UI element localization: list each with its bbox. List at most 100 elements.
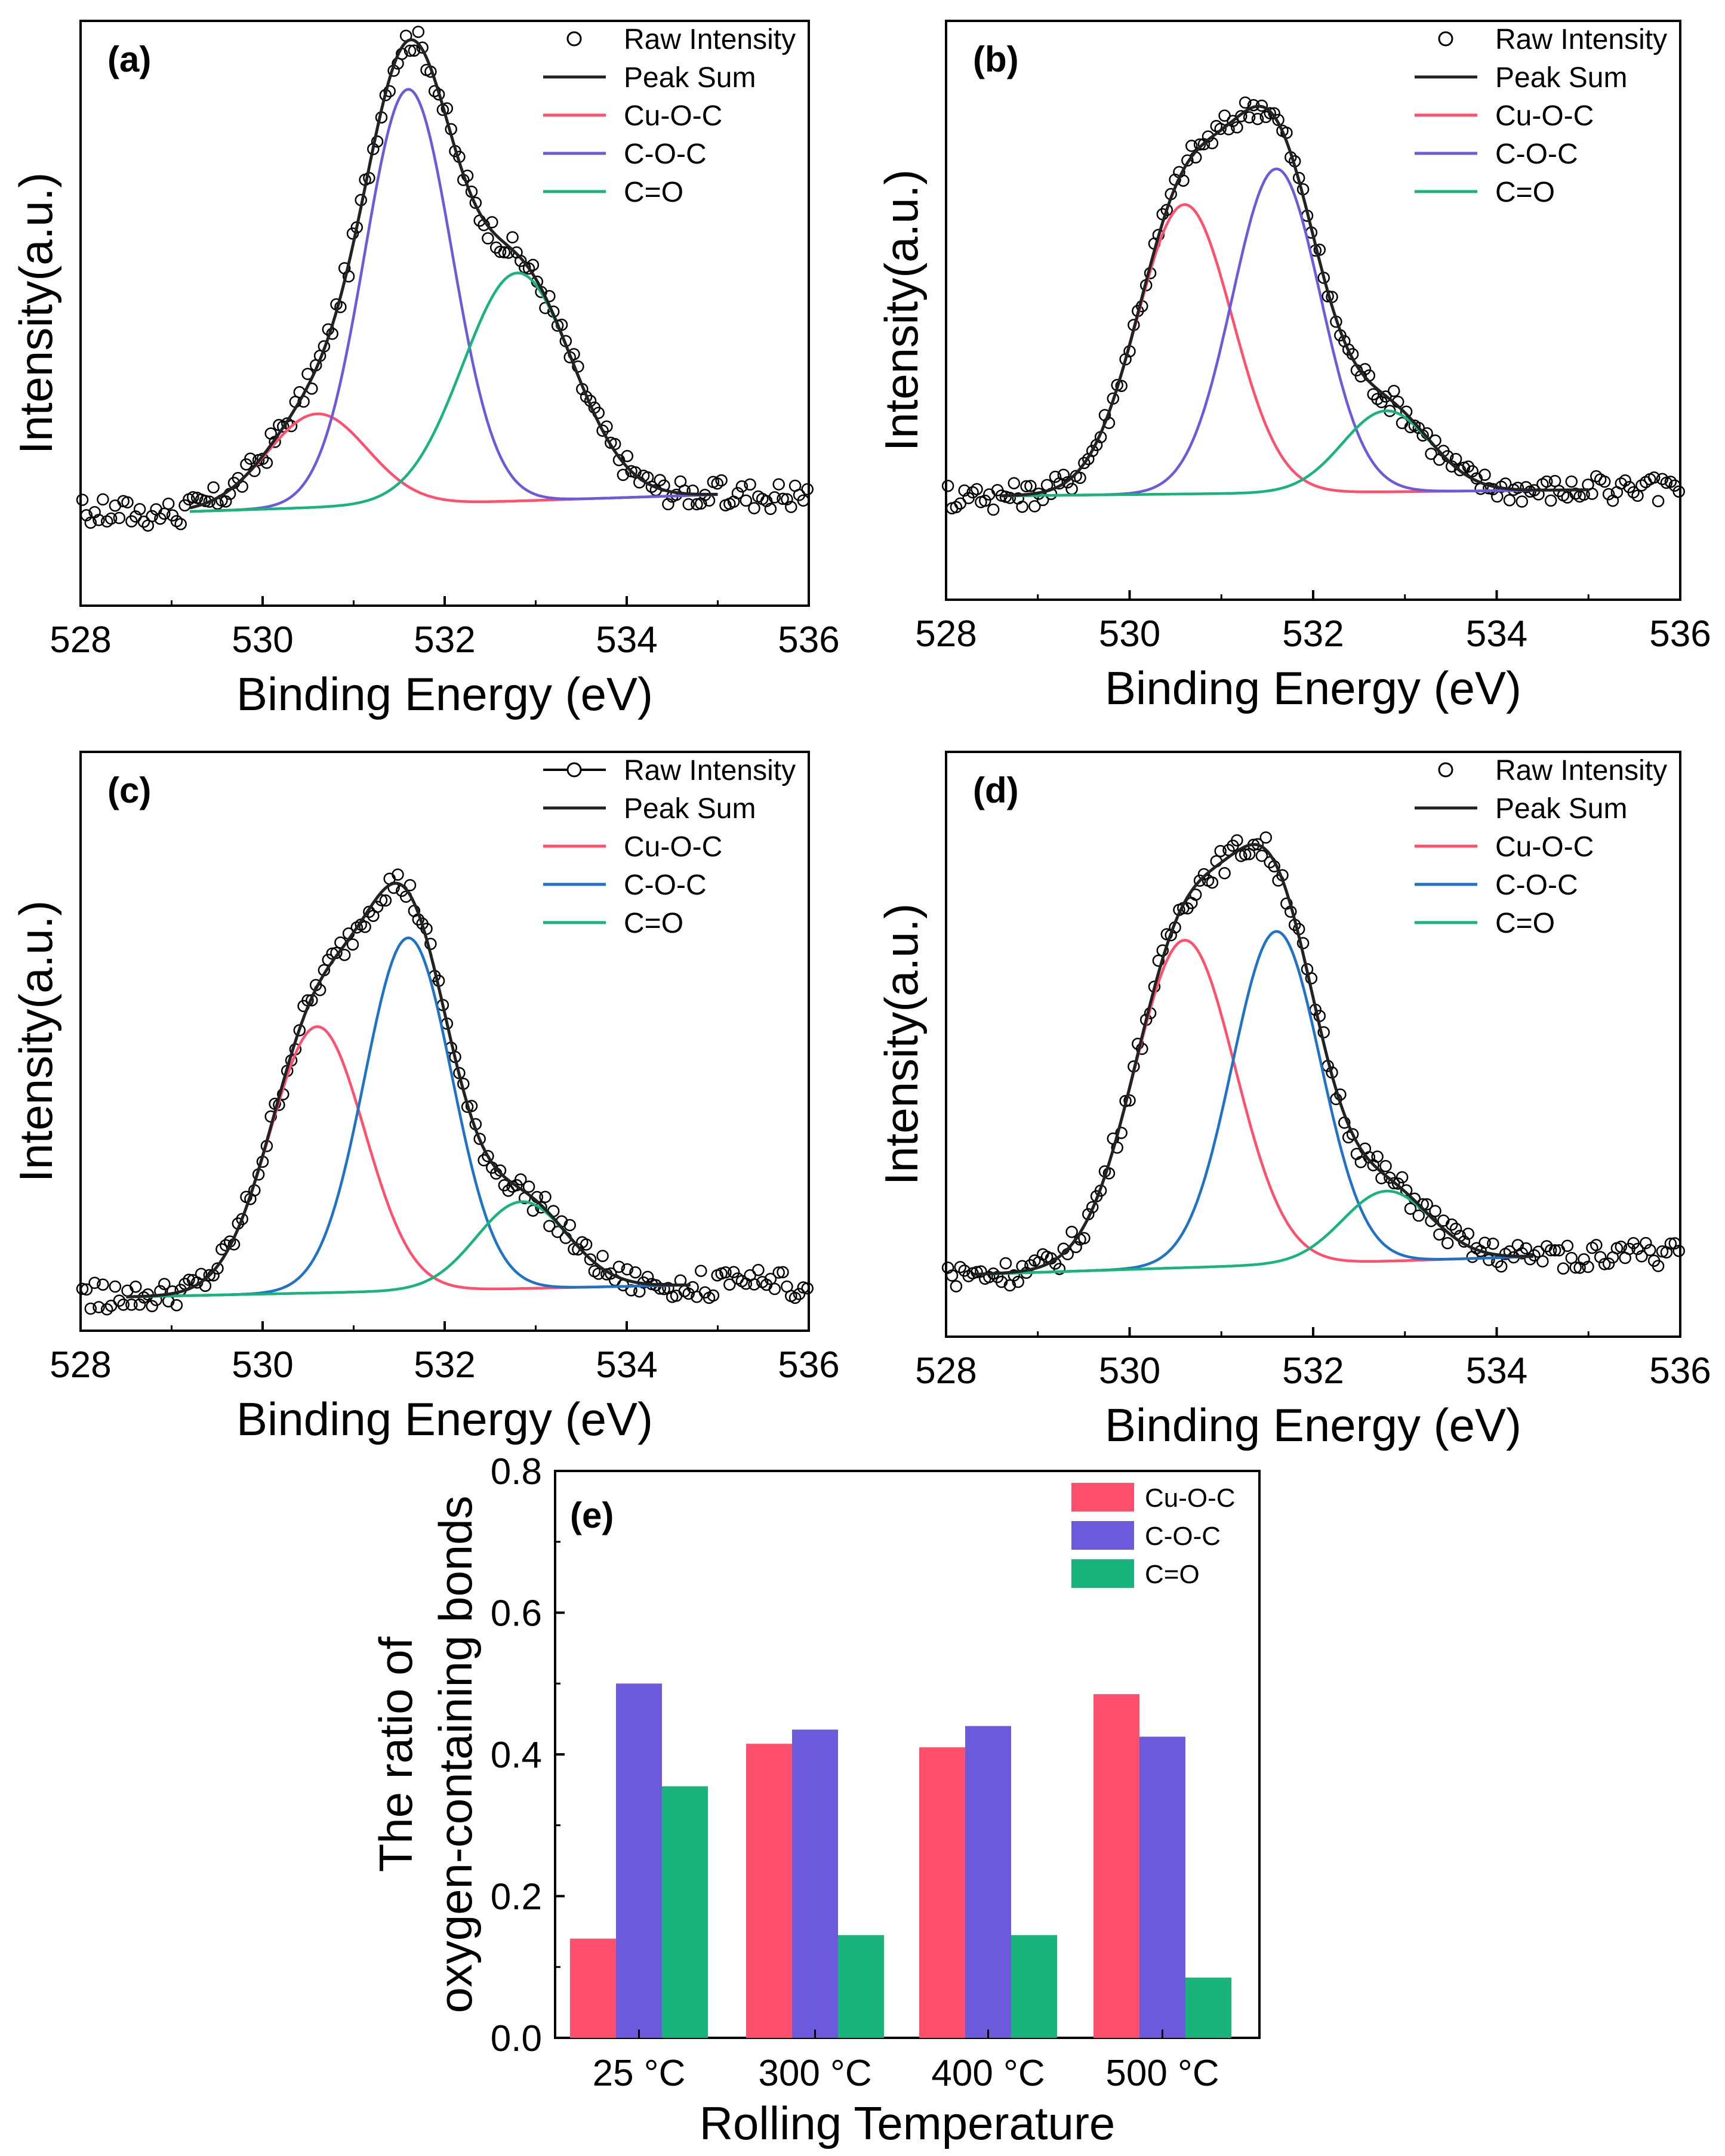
legend-label: Peak Sum bbox=[1495, 62, 1627, 94]
x-axis-title: Binding Energy (eV) bbox=[236, 668, 653, 720]
bar-c-eq-o bbox=[838, 1935, 884, 2038]
legend-entry: C-O-C bbox=[543, 138, 707, 170]
raw-intensity-point bbox=[1594, 1251, 1607, 1263]
bar-cu-o-c bbox=[1093, 1694, 1139, 2038]
raw-intensity-point bbox=[1193, 874, 1206, 887]
legend-swatch bbox=[1071, 1521, 1134, 1550]
raw-intensity-point bbox=[662, 498, 674, 511]
raw-intensity-point bbox=[723, 1278, 736, 1291]
raw-intensity-point bbox=[482, 232, 494, 245]
raw-intensity-point bbox=[740, 494, 753, 507]
raw-intensity-point bbox=[654, 1282, 666, 1295]
raw-intensity-point bbox=[731, 487, 744, 499]
x-tick-label: 536 bbox=[778, 619, 839, 661]
raw-intensity-point bbox=[473, 1133, 486, 1145]
raw-intensity-point bbox=[1524, 1253, 1536, 1266]
raw-intensity-point bbox=[1065, 1226, 1078, 1238]
legend-label: C=O bbox=[1495, 177, 1555, 208]
x-tick-label: 25 °C bbox=[593, 2053, 686, 2094]
raw-intensity-point bbox=[346, 938, 359, 951]
legend-entry: Cu-O-C bbox=[543, 831, 722, 863]
raw-intensity-point bbox=[76, 1282, 89, 1296]
legend-entry: Cu-O-C bbox=[1415, 100, 1594, 132]
raw-intensity-point bbox=[950, 501, 963, 514]
raw-intensity-point bbox=[359, 921, 371, 933]
x-tick-label: 530 bbox=[232, 1344, 293, 1386]
raw-intensity-point bbox=[88, 1276, 101, 1290]
raw-intensity-series bbox=[76, 868, 814, 1316]
raw-intensity-point bbox=[752, 1263, 765, 1276]
legend-entry: Peak Sum bbox=[543, 793, 756, 825]
raw-intensity-point bbox=[1515, 495, 1529, 508]
raw-intensity-point bbox=[1264, 107, 1276, 119]
raw-intensity-point bbox=[584, 1253, 597, 1266]
component-curve-c-o-c bbox=[126, 936, 691, 1298]
raw-intensity-point bbox=[113, 511, 126, 525]
raw-intensity-point bbox=[629, 466, 642, 479]
raw-intensity-point bbox=[76, 493, 89, 506]
raw-intensity-point bbox=[412, 26, 425, 38]
raw-intensity-point bbox=[772, 478, 785, 491]
raw-intensity-point bbox=[1565, 475, 1578, 488]
y-tick-label: 0.0 bbox=[491, 2018, 542, 2059]
raw-intensity-point bbox=[162, 497, 175, 510]
raw-intensity-point bbox=[338, 948, 351, 961]
raw-intensity-point bbox=[535, 1201, 547, 1214]
raw-intensity-point bbox=[764, 1273, 777, 1285]
raw-intensity-point bbox=[1016, 500, 1028, 513]
raw-intensity-point bbox=[1404, 1202, 1417, 1215]
raw-intensity-point bbox=[1664, 1237, 1677, 1250]
raw-intensity-point bbox=[551, 319, 564, 332]
legend-label: Peak Sum bbox=[624, 62, 756, 94]
legend-swatch bbox=[1071, 1483, 1134, 1512]
raw-intensity-point bbox=[1635, 1250, 1648, 1263]
bar-c-o-c bbox=[965, 1726, 1011, 2038]
raw-intensity-point bbox=[1429, 1205, 1441, 1217]
raw-intensity-point bbox=[1346, 1128, 1359, 1140]
raw-intensity-point bbox=[428, 85, 441, 97]
raw-intensity-point bbox=[539, 1190, 552, 1204]
raw-intensity-point bbox=[170, 1298, 183, 1312]
legend-entry: C=O bbox=[1071, 1559, 1200, 1589]
y-axis-title: Intensity(a.u.) bbox=[875, 169, 928, 452]
raw-intensity-point bbox=[133, 1298, 146, 1311]
raw-intensity-point bbox=[1487, 1237, 1499, 1250]
legend-label: C-O-C bbox=[1495, 138, 1578, 170]
panel-label: (d) bbox=[973, 770, 1019, 810]
raw-intensity-point bbox=[1520, 1242, 1532, 1255]
bar-c-o-c bbox=[792, 1729, 838, 2038]
raw-intensity-point bbox=[1478, 1236, 1491, 1249]
legend-label: Raw Intensity bbox=[1495, 755, 1667, 786]
raw-intensity-point bbox=[195, 1267, 208, 1281]
x-tick-label: 528 bbox=[915, 613, 977, 655]
raw-intensity-point bbox=[1028, 500, 1041, 513]
legend-entry: Raw Intensity bbox=[1438, 755, 1667, 786]
raw-intensity-point bbox=[1647, 471, 1661, 484]
raw-intensity-point bbox=[1193, 138, 1206, 151]
raw-intensity-point bbox=[954, 497, 967, 510]
raw-intensity-point bbox=[441, 102, 454, 115]
raw-intensity-point bbox=[801, 1282, 814, 1295]
legend-swatch-marker bbox=[1438, 762, 1453, 778]
raw-intensity-point bbox=[1214, 122, 1227, 135]
raw-intensity-point bbox=[522, 1180, 535, 1193]
x-tick-label: 536 bbox=[778, 1344, 839, 1386]
raw-intensity-series bbox=[941, 831, 1685, 1293]
raw-intensity-point bbox=[1412, 1209, 1425, 1222]
raw-intensity-point bbox=[342, 270, 355, 283]
raw-intensity-point bbox=[727, 1266, 740, 1278]
raw-intensity-point bbox=[416, 41, 429, 54]
raw-intensity-point bbox=[1231, 834, 1243, 847]
raw-intensity-point bbox=[744, 478, 756, 491]
raw-intensity-point bbox=[371, 135, 384, 148]
raw-intensity-point bbox=[174, 517, 187, 530]
raw-intensity-point bbox=[629, 1266, 642, 1279]
legend-label: C-O-C bbox=[1495, 869, 1578, 901]
component-curve-c-o-c bbox=[189, 88, 718, 513]
raw-intensity-point bbox=[605, 1267, 617, 1280]
raw-intensity-point bbox=[506, 231, 519, 243]
raw-intensity-point bbox=[543, 1220, 556, 1232]
raw-intensity-point bbox=[1590, 1239, 1603, 1251]
peak-sum-curve bbox=[1001, 104, 1589, 498]
